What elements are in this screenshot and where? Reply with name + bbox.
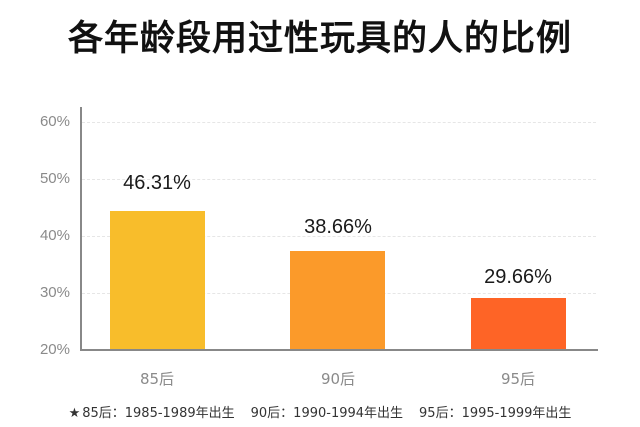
- gridline-50: [82, 179, 596, 180]
- y-tick-label: 60%: [39, 113, 70, 130]
- y-tick-label: 20%: [39, 341, 70, 358]
- gridline-60: [82, 122, 596, 123]
- x-tick-label: 95后: [500, 370, 536, 388]
- y-axis: [80, 107, 82, 351]
- bar-value-label: 38.66%: [304, 216, 372, 238]
- y-tick-label: 50%: [39, 170, 70, 187]
- bar-value-label: 29.66%: [484, 266, 552, 288]
- footnote-item: 90后：1990-1994年出生: [250, 406, 404, 421]
- footnote-item: 85后：1985-1989年出生: [82, 406, 235, 421]
- bar-95: [471, 298, 566, 350]
- footnote: ★ 85后：1985-1989年出生 90后：1990-1994年出生 95后：199…: [0, 402, 640, 421]
- x-tick-label: 85后: [139, 370, 175, 388]
- bar-90: [290, 251, 385, 350]
- y-tick-label: 30%: [39, 284, 70, 301]
- bar-85: [110, 211, 205, 350]
- bar-value-label: 46.31%: [123, 172, 191, 194]
- x-tick-label: 90后: [320, 370, 356, 388]
- chart-title: 各年龄段用过性玩具的人的比例: [67, 19, 572, 59]
- x-axis: [80, 349, 598, 351]
- footnote-item: 95后：1995-1999年出生: [419, 406, 572, 421]
- gridline-40: [82, 236, 596, 237]
- y-tick-label: 40%: [39, 227, 70, 244]
- star-icon: ★: [68, 406, 81, 421]
